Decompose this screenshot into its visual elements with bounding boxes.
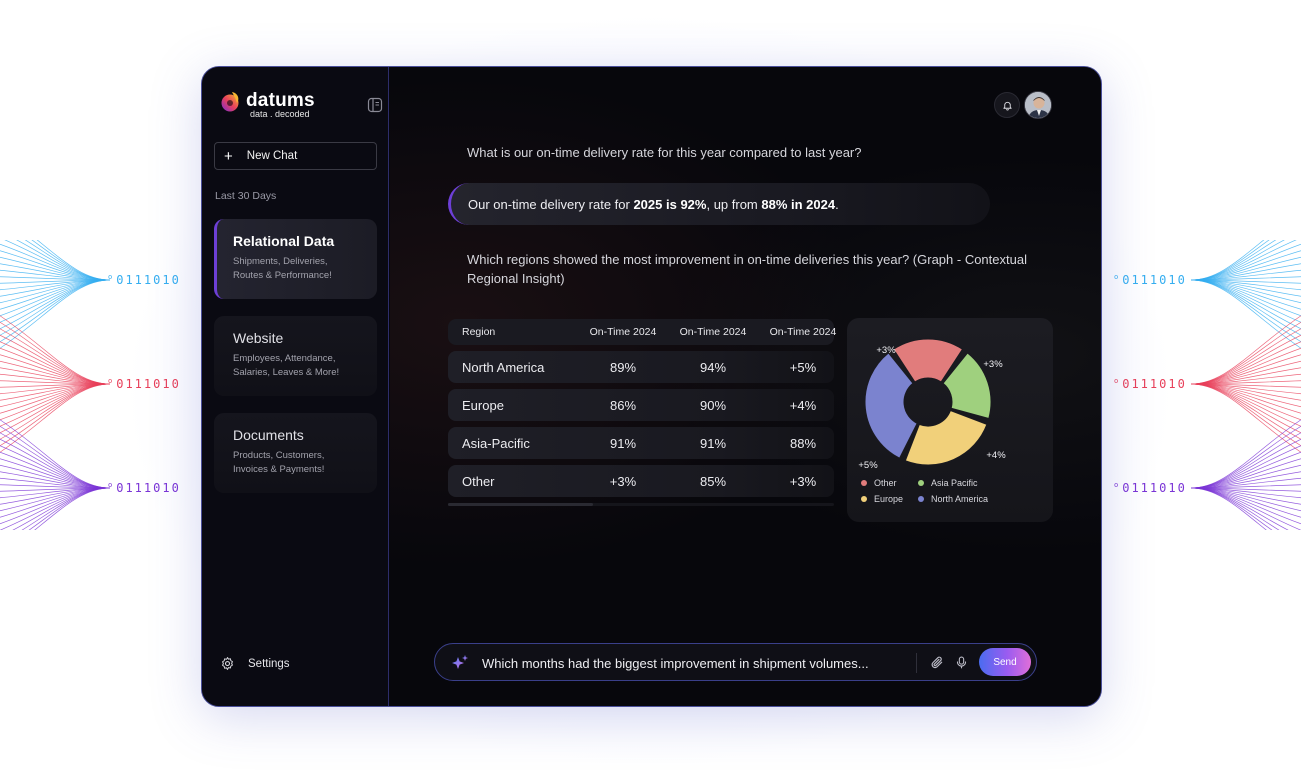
binary-code-left-2: o 0111010: [108, 377, 181, 391]
user-question-2: Which regions showed the most improvemen…: [467, 252, 1027, 286]
right-fan-decoration: [1191, 240, 1301, 530]
main-panel: What is our on-time delivery rate for th…: [390, 67, 1101, 706]
binary-code-right-1: o 0111010: [1114, 273, 1187, 287]
binary-code-right-2: o 0111010: [1114, 377, 1187, 391]
donut-label: +3%: [983, 359, 1003, 370]
settings-button[interactable]: Settings: [220, 656, 290, 671]
donut-chart: +3% +3% +4% +5%: [858, 338, 1006, 471]
regional-table: Region On-Time 2024 On-Time 2024 On-Time…: [448, 319, 836, 506]
table-cell: Other: [462, 473, 495, 489]
table-row: Europe 86% 90% +4%: [448, 389, 834, 421]
donut-label: +3%: [876, 345, 896, 356]
column-header: On-Time 2024: [769, 326, 837, 338]
left-fan-decoration: [0, 240, 110, 530]
chat-input[interactable]: [482, 653, 882, 673]
table-cell: 90%: [699, 397, 727, 413]
donut-slice-north-america: [864, 352, 918, 459]
sidebar-item-title: Relational Data: [233, 233, 335, 249]
sidebar-item-desc: Shipments, Deliveries, Routes & Performa…: [233, 256, 332, 281]
gear-icon: [222, 657, 233, 670]
app-window: datums data . decoded + New Chat Last 30…: [201, 66, 1102, 707]
send-button[interactable]: Send: [979, 648, 1031, 676]
settings-label: Settings: [248, 657, 290, 670]
table-cell: 86%: [609, 397, 637, 413]
table-cell: 91%: [609, 435, 637, 451]
table-row: Other +3% 85% +3%: [448, 465, 834, 497]
sidebar-item-relational-data[interactable]: Relational Data Shipments, Deliveries, R…: [214, 219, 377, 299]
user-avatar[interactable]: [1024, 91, 1052, 119]
section-label-last-30-days: Last 30 Days: [215, 190, 277, 202]
logo-tagline: data . decoded: [250, 109, 310, 119]
chart-legend: Other Asia Pacific Europe North America: [861, 478, 1041, 504]
table-cell: North America: [462, 359, 545, 375]
table-cell: 94%: [699, 359, 727, 375]
user-question-1: What is our on-time delivery rate for th…: [467, 145, 862, 160]
microphone-icon[interactable]: [955, 655, 968, 670]
donut-chart-card: +3% +3% +4% +5% Other Asia Pacific Europe N…: [847, 318, 1053, 522]
column-header: Region: [462, 326, 496, 338]
sparkle-icon: [452, 655, 468, 669]
table-cell: Europe: [462, 397, 504, 413]
chat-composer: Send: [434, 643, 1037, 681]
donut-label: +5%: [858, 460, 878, 471]
column-header: On-Time 2024: [589, 326, 657, 338]
notifications-button[interactable]: [994, 92, 1020, 118]
legend-item-asia-pacific: Asia Pacific: [918, 478, 1028, 488]
table-cell: 85%: [699, 473, 727, 489]
table-cell: +3%: [609, 473, 637, 489]
table-header: Region On-Time 2024 On-Time 2024 On-Time…: [448, 319, 836, 345]
paperclip-icon[interactable]: [930, 655, 944, 670]
table-cell: Asia-Pacific: [462, 435, 530, 451]
bell-icon: [1002, 101, 1012, 111]
table-cell: 89%: [609, 359, 637, 375]
plus-icon: +: [224, 147, 233, 165]
donut-slice-asia-pacific: [942, 352, 992, 419]
table-row: Asia-Pacific 91% 91% 88%: [448, 427, 834, 459]
table-cell: +5%: [789, 359, 817, 375]
logo[interactable]: datums: [220, 90, 315, 112]
legend-item-north-america: North America: [918, 494, 1028, 504]
sidebar-item-documents[interactable]: Documents Products, Customers, Invoices …: [214, 413, 377, 493]
logo-mark-icon: [221, 92, 239, 112]
legend-item-other: Other: [861, 478, 918, 488]
legend-item-europe: Europe: [861, 494, 918, 504]
table-scrollbar[interactable]: [448, 503, 834, 506]
table-cell: +3%: [789, 473, 817, 489]
sidebar-item-desc: Products, Customers, Invoices & Payments…: [233, 450, 325, 475]
new-chat-button[interactable]: + New Chat: [214, 142, 377, 170]
donut-slice-europe: [904, 410, 988, 466]
table-cell: +4%: [789, 397, 817, 413]
sidebar-item-desc: Employees, Attendance, Salaries, Leaves …: [233, 353, 340, 378]
sidebar-item-title: Website: [233, 330, 284, 346]
scrollbar-thumb[interactable]: [448, 503, 593, 506]
binary-code-right-3: o 0111010: [1114, 481, 1187, 495]
donut-label: +4%: [986, 450, 1006, 461]
binary-code-left-3: o 0111010: [108, 481, 181, 495]
column-header: On-Time 2024: [679, 326, 747, 338]
avatar-image: [1025, 92, 1051, 118]
table-row: North America 89% 94% +5%: [448, 351, 834, 383]
sidebar-item-title: Documents: [233, 427, 304, 443]
table-cell: 91%: [699, 435, 727, 451]
new-chat-label: New Chat: [246, 150, 298, 162]
sidebar-item-website[interactable]: Website Employees, Attendance, Salaries,…: [214, 316, 377, 396]
table-cell: 88%: [789, 435, 817, 451]
donut-slice-other: [893, 338, 963, 383]
logo-name: datums: [246, 90, 315, 111]
sidebar: datums data . decoded + New Chat Last 30…: [202, 67, 389, 706]
composer-divider: [916, 653, 917, 673]
assistant-answer-bubble: Our on-time delivery rate for 2025 is 92…: [448, 183, 990, 225]
binary-code-left-1: o 0111010: [108, 273, 181, 287]
sidebar-toggle-icon[interactable]: [367, 97, 383, 113]
